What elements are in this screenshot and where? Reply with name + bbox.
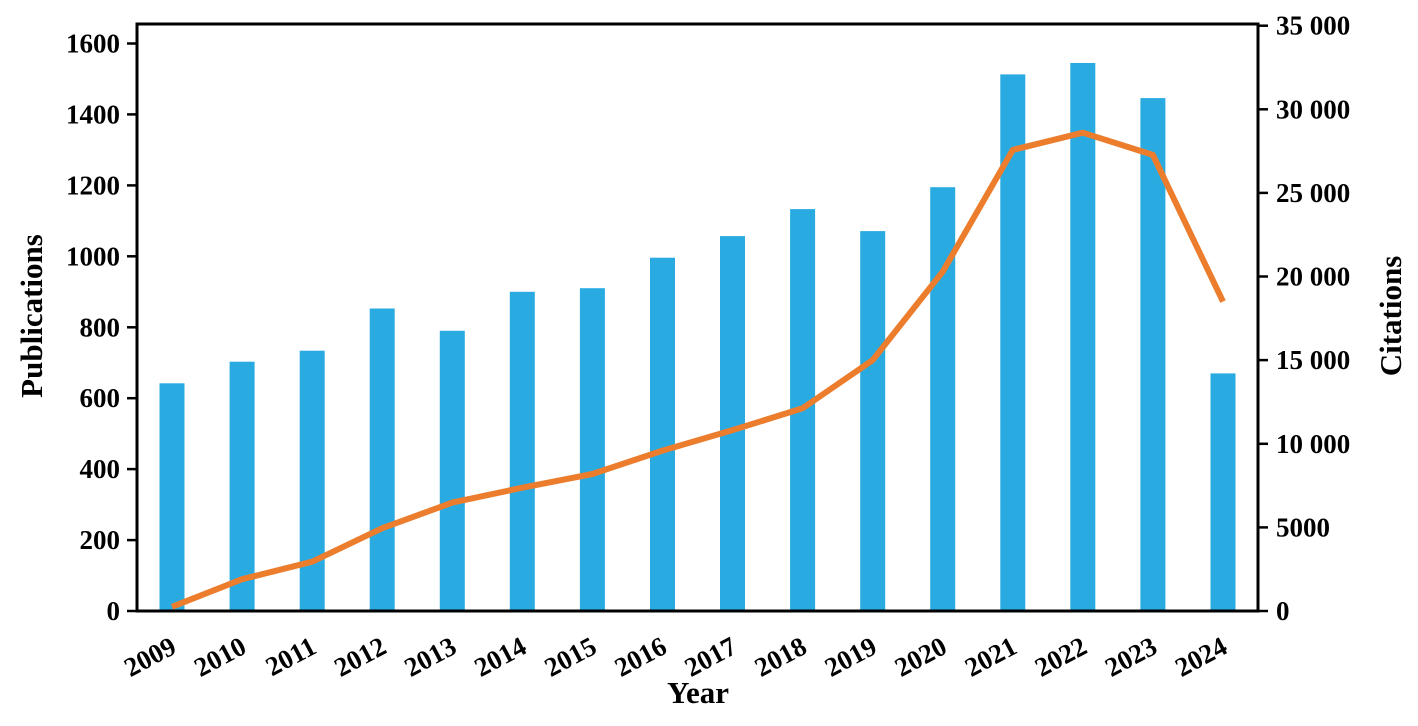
x-tick-label-2014: 2014 [469, 631, 531, 683]
right-axis-title: Citations [1373, 256, 1408, 377]
x-tick-label-2016: 2016 [610, 631, 672, 683]
left-axis-tick-label: 1200 [66, 170, 120, 200]
x-axis-title: Year [667, 675, 729, 710]
right-axis-tick-label: 30 000 [1276, 94, 1350, 124]
left-axis-tick-label: 400 [80, 454, 121, 484]
left-axis-tick-label: 600 [80, 383, 121, 413]
bar-2016 [650, 257, 675, 611]
right-axis-tick-label: 0 [1276, 596, 1290, 626]
bar-2019 [860, 231, 886, 611]
x-tick-label-2010: 2010 [189, 631, 251, 683]
x-tick-label-2011: 2011 [261, 631, 321, 682]
x-tick-label-2013: 2013 [399, 631, 461, 683]
left-axis-title: Publications [14, 234, 49, 398]
x-tick-label-2009: 2009 [119, 631, 181, 683]
x-tick-label-2018: 2018 [750, 631, 812, 683]
bar-2011 [299, 350, 325, 611]
right-axis-tick-label: 10 000 [1276, 429, 1350, 459]
left-axis-tick-label: 0 [107, 596, 121, 626]
x-tick-label-2019: 2019 [820, 631, 882, 683]
bar-2015 [579, 288, 605, 611]
left-axis-tick-label: 1000 [66, 241, 120, 271]
plot-border [135, 22, 1260, 613]
x-tick-label-2015: 2015 [539, 631, 601, 683]
bar-2024 [1210, 373, 1236, 611]
x-tick-label-2023: 2023 [1100, 631, 1162, 683]
bar-2022 [1070, 63, 1096, 611]
right-axis-tick-label: 20 000 [1276, 262, 1350, 292]
x-tick-label-2012: 2012 [329, 631, 391, 683]
left-axis-tick-label: 1600 [66, 29, 120, 59]
left-axis-tick-label: 1400 [66, 99, 120, 129]
x-tick-label-2024: 2024 [1170, 631, 1232, 683]
bar-2009 [159, 383, 185, 611]
bar-2010 [229, 361, 255, 611]
bar-2017 [720, 236, 745, 611]
x-tick-label-2021: 2021 [960, 631, 1022, 683]
left-axis-tick-label: 800 [80, 312, 121, 342]
right-axis-tick-label: 15 000 [1276, 345, 1350, 375]
bar-2013 [439, 330, 465, 611]
left-axis-tick-label: 200 [80, 525, 121, 555]
bar-2014 [509, 291, 535, 611]
chart-marks: 0 200 400 600 800 1000 1200 1400 1600 0 5000 10 000… [66, 11, 1350, 683]
x-tick-label-2020: 2020 [890, 631, 952, 683]
bar-2023 [1140, 98, 1166, 612]
citations-line [170, 129, 1226, 610]
bar-2012 [369, 308, 395, 611]
right-axis-tick-label: 25 000 [1276, 178, 1350, 208]
x-tick-label-2022: 2022 [1030, 631, 1092, 683]
right-axis-tick-label: 35 000 [1276, 11, 1350, 41]
right-axis-tick-label: 5000 [1276, 512, 1330, 542]
